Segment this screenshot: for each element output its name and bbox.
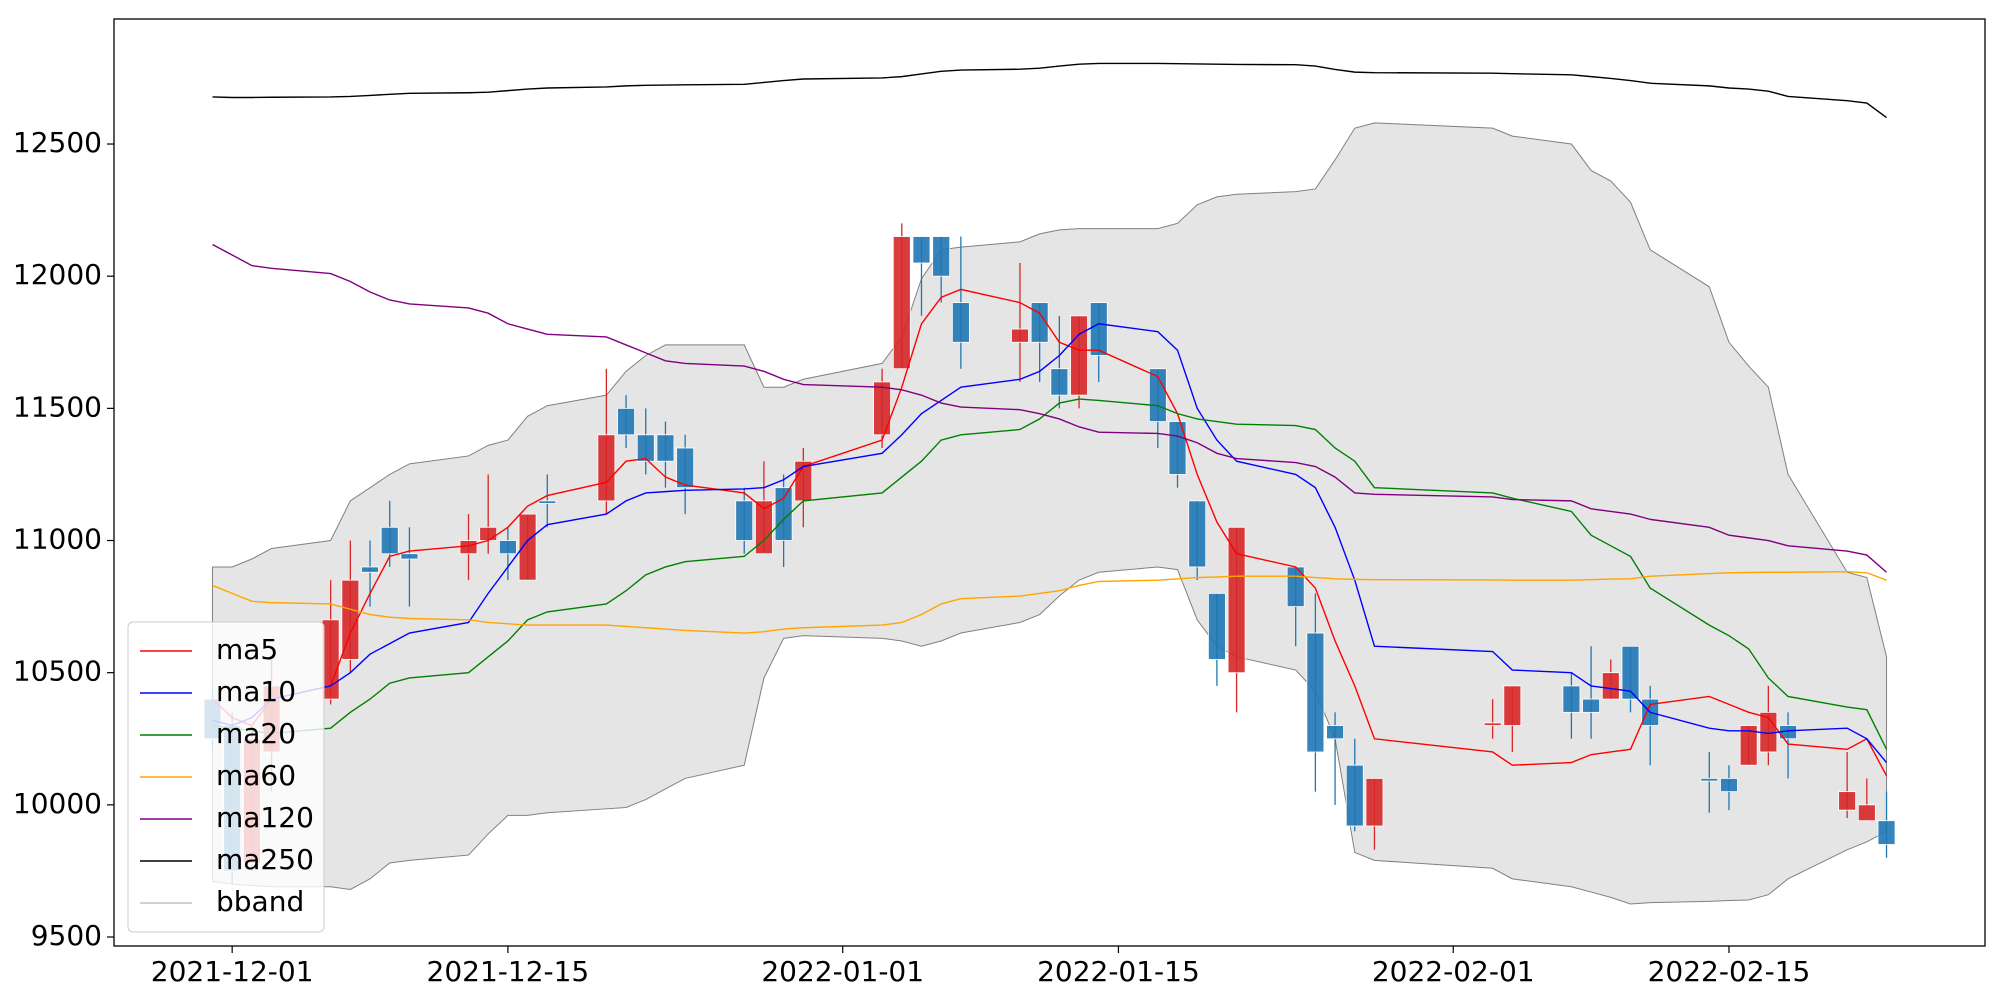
candle-body [479, 526, 498, 541]
ma-line [212, 243, 1887, 573]
candle-body [912, 236, 931, 264]
candle-body [932, 236, 951, 277]
candle-body [656, 434, 675, 462]
ma-line [212, 323, 1888, 764]
candle-body [380, 526, 399, 555]
candle-body [1326, 725, 1344, 740]
y-tick-label: 9500 [31, 919, 102, 952]
candle-body [1582, 698, 1601, 713]
candle-body [1621, 645, 1640, 700]
x-tick-label: 2022-02-15 [1648, 955, 1811, 988]
candle-body [1306, 632, 1325, 753]
x-tick-label: 2022-01-15 [1037, 955, 1200, 988]
y-tick-label: 12500 [13, 126, 102, 159]
y-tick-label: 11500 [13, 390, 102, 423]
legend-label: ma120 [216, 801, 314, 834]
candle-body [341, 579, 360, 660]
candle-body [1011, 328, 1029, 343]
candle-body [892, 236, 911, 370]
x-tick-label: 2022-01-01 [761, 955, 924, 988]
plot-area [203, 62, 1896, 905]
candle-body [518, 513, 537, 581]
candle-body [361, 566, 379, 573]
candle-body [1030, 302, 1049, 343]
candle-body [1168, 421, 1187, 475]
candle-body [597, 434, 616, 502]
legend-label: ma10 [216, 675, 296, 708]
candle-body [636, 434, 655, 462]
candle-body [1562, 685, 1581, 713]
ma-line [212, 571, 1887, 634]
legend-label: ma20 [216, 717, 296, 750]
ma-line [212, 62, 1887, 119]
candle-body [1345, 764, 1364, 827]
candle-body [1877, 820, 1896, 845]
candle-body [538, 500, 557, 504]
candle-body [676, 447, 695, 489]
candle-body [1070, 315, 1088, 396]
legend-box [127, 621, 325, 933]
x-tick-label: 2021-12-01 [151, 955, 314, 988]
plot-frame [113, 18, 1986, 947]
candle-body [951, 302, 970, 343]
candle-body [1739, 725, 1758, 766]
candle-body [1700, 778, 1719, 782]
candle-body [1208, 592, 1226, 660]
candle-body [735, 500, 754, 541]
candle-body [755, 500, 773, 555]
ma-line [211, 288, 1888, 777]
candle-body [1483, 722, 1502, 726]
y-tick-label: 10500 [13, 655, 102, 688]
candle-body [459, 540, 478, 555]
candle-body [617, 407, 635, 436]
x-tick-label: 2022-02-01 [1372, 955, 1535, 988]
candle-body [1857, 804, 1876, 822]
y-tick-label: 11000 [13, 523, 102, 556]
legend-label: ma60 [216, 759, 296, 792]
candle-body [1503, 685, 1522, 726]
candle-body [1188, 500, 1207, 568]
bband-area [211, 122, 1888, 905]
legend-label: ma250 [216, 843, 314, 876]
legend-label: bband [216, 885, 304, 918]
legend-label: ma5 [216, 633, 278, 666]
candle-body [1227, 526, 1246, 674]
candle-body [498, 540, 517, 555]
y-tick-label: 10000 [13, 787, 102, 820]
candle-body [1148, 368, 1167, 422]
x-tick-label: 2021-12-15 [427, 955, 590, 988]
candle-body [400, 553, 419, 560]
legend: ma5 ma10 ma20 ma60 ma120 ma250 bband [127, 621, 325, 933]
ma-line [212, 398, 1888, 750]
candle-body [1720, 778, 1738, 793]
candle-body [1365, 778, 1384, 827]
candle-body [1089, 302, 1108, 356]
y-tick-label: 12000 [13, 258, 102, 291]
candle-body [1838, 791, 1857, 811]
candle-body [1050, 368, 1069, 396]
candle-body [1601, 672, 1620, 700]
candle-body [873, 381, 891, 436]
